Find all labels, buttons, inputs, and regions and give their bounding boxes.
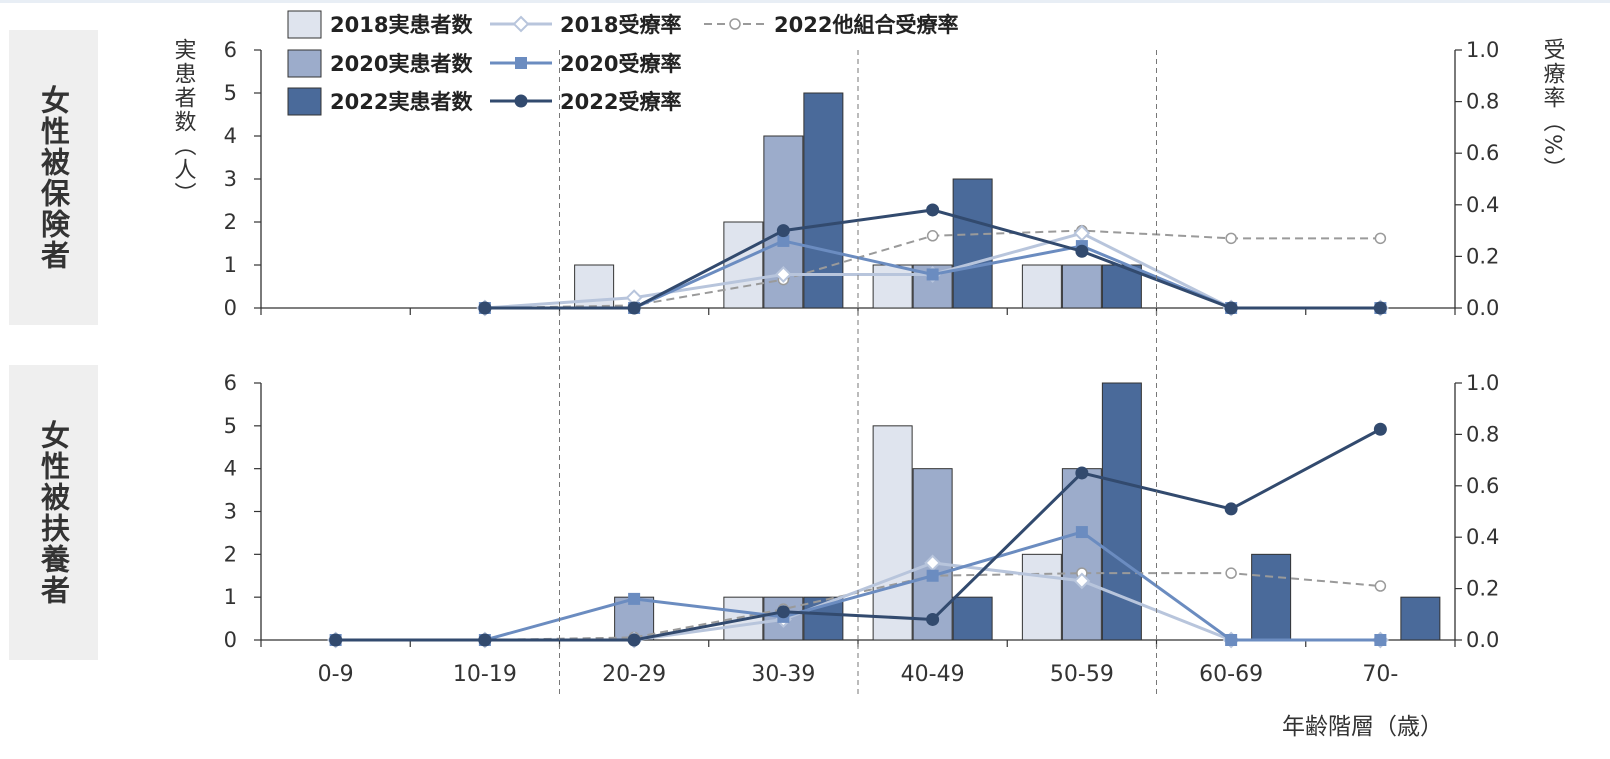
left-tick-label: 1 bbox=[224, 253, 237, 277]
left-tick-label: 2 bbox=[224, 542, 237, 566]
legend-label: 2020受療率 bbox=[560, 52, 681, 76]
legend-swatch bbox=[287, 10, 322, 39]
panel-label-dependent: 女性被扶養者 bbox=[9, 365, 98, 660]
x-tick-label: 10-19 bbox=[453, 662, 517, 687]
series-point bbox=[926, 203, 940, 217]
right-tick-label: 0.2 bbox=[1466, 244, 1499, 268]
right-tick-label: 0.4 bbox=[1466, 525, 1499, 549]
bar bbox=[952, 178, 993, 309]
left-tick-label: 1 bbox=[224, 585, 237, 609]
bar bbox=[872, 425, 913, 641]
x-axis-title: 年齢階層（歳） bbox=[1282, 714, 1443, 740]
right-tick-label: 1.0 bbox=[1466, 38, 1499, 62]
legend-marker bbox=[729, 18, 741, 30]
legend-label: 2020実患者数 bbox=[330, 52, 473, 76]
right-tick-label: 0.6 bbox=[1466, 141, 1499, 165]
x-tick-label: 0-9 bbox=[318, 662, 354, 687]
left-tick-label: 6 bbox=[224, 38, 237, 62]
legend-marker bbox=[515, 57, 527, 69]
left-tick-label: 4 bbox=[224, 457, 237, 481]
series-point bbox=[926, 569, 939, 582]
left-tick-label: 5 bbox=[224, 414, 237, 438]
series-point bbox=[627, 301, 641, 315]
legend-swatch bbox=[287, 49, 322, 78]
legend-label: 2022他組合受療率 bbox=[774, 13, 958, 37]
series-point bbox=[1225, 567, 1237, 579]
series-point bbox=[926, 268, 939, 281]
legend-marker bbox=[512, 15, 530, 33]
legend-marker bbox=[514, 94, 528, 108]
series-point bbox=[777, 234, 790, 247]
series-point bbox=[1075, 526, 1088, 539]
legend-label: 2018受療率 bbox=[560, 13, 681, 37]
series-point bbox=[1225, 232, 1237, 245]
series-line bbox=[335, 530, 1381, 642]
series-point bbox=[1373, 422, 1387, 436]
series-point bbox=[1374, 634, 1387, 646]
series-point bbox=[1374, 580, 1387, 592]
legend-label: 2018実患者数 bbox=[330, 13, 473, 37]
series-line bbox=[335, 427, 1382, 642]
bar bbox=[872, 264, 913, 309]
legend-label: 2022受療率 bbox=[560, 90, 681, 114]
series-point bbox=[1373, 301, 1387, 315]
right-tick-label: 0.8 bbox=[1466, 90, 1499, 114]
bar bbox=[1021, 264, 1062, 309]
panel-label-insured: 女性被保険者 bbox=[9, 30, 98, 325]
x-tick-label: 70- bbox=[1362, 662, 1398, 687]
series-point bbox=[774, 266, 792, 283]
right-tick-label: 0.0 bbox=[1466, 628, 1499, 652]
left-tick-label: 2 bbox=[224, 210, 237, 234]
series-point bbox=[1075, 244, 1089, 258]
right-tick-label: 0.2 bbox=[1466, 577, 1499, 601]
series-point bbox=[627, 633, 641, 647]
left-tick-label: 3 bbox=[224, 500, 237, 524]
x-tick-label: 50-59 bbox=[1050, 662, 1114, 687]
left-tick-label: 0 bbox=[224, 628, 237, 652]
left-tick-label: 6 bbox=[224, 371, 237, 395]
right-tick-label: 0.0 bbox=[1466, 296, 1499, 320]
series-point bbox=[1075, 466, 1089, 480]
x-tick-label: 30-39 bbox=[751, 662, 815, 687]
left-tick-label: 5 bbox=[224, 81, 237, 105]
left-tick-label: 0 bbox=[224, 296, 237, 320]
series-point bbox=[478, 301, 492, 315]
series-point bbox=[1374, 232, 1387, 245]
x-tick-label: 60-69 bbox=[1199, 662, 1263, 687]
series-point bbox=[1073, 572, 1091, 590]
series-point bbox=[926, 612, 940, 626]
bar bbox=[1061, 264, 1102, 309]
series-point bbox=[1225, 634, 1238, 646]
left-tick-label: 3 bbox=[224, 167, 237, 191]
bar bbox=[1400, 596, 1441, 641]
x-tick-label: 40-49 bbox=[901, 662, 965, 687]
legend-label: 2022実患者数 bbox=[330, 90, 473, 114]
bar bbox=[912, 468, 953, 641]
bar bbox=[1021, 553, 1062, 641]
series-point bbox=[1224, 502, 1238, 516]
top-border bbox=[0, 0, 1610, 3]
legend-swatch bbox=[287, 87, 322, 116]
right-tick-label: 1.0 bbox=[1466, 371, 1499, 395]
series-point bbox=[1224, 301, 1238, 315]
right-tick-label: 0.6 bbox=[1466, 474, 1499, 498]
right-tick-label: 0.8 bbox=[1466, 422, 1499, 446]
series-point bbox=[329, 633, 343, 647]
series-point bbox=[478, 633, 492, 647]
panel-label-insured-text: 女性被保険者 bbox=[36, 84, 71, 271]
series-point bbox=[926, 230, 939, 242]
bar bbox=[1251, 553, 1292, 641]
bar bbox=[952, 596, 993, 641]
series-point bbox=[776, 224, 790, 238]
series-point bbox=[776, 605, 790, 619]
panel-label-dependent-text: 女性被扶養者 bbox=[36, 419, 71, 606]
left-tick-label: 4 bbox=[224, 124, 237, 148]
x-tick-label: 20-29 bbox=[602, 662, 666, 687]
bar bbox=[1061, 468, 1102, 641]
right-axis-title: 受療率（%） bbox=[1540, 38, 1566, 181]
right-tick-label: 0.4 bbox=[1466, 193, 1499, 217]
series-point bbox=[628, 592, 641, 605]
left-axis-title: 実患者数（人） bbox=[171, 38, 197, 206]
